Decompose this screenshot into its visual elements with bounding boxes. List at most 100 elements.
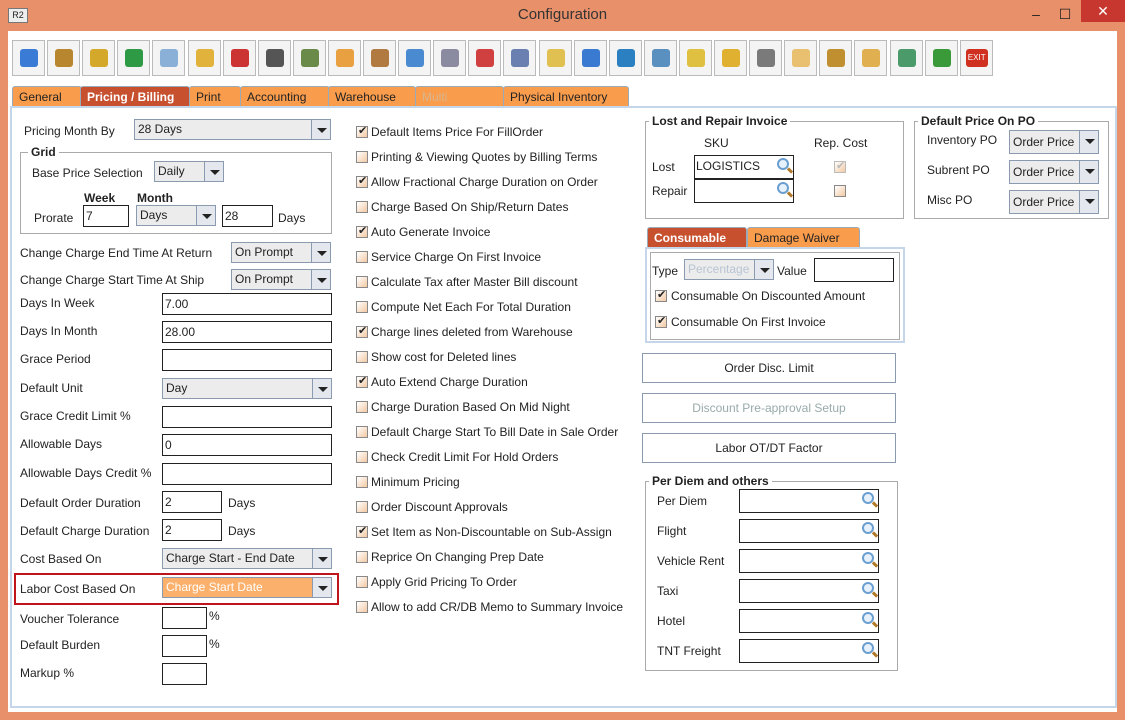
prorate-month-unit-select[interactable]: Days [136,205,216,226]
cubes-button[interactable] [468,40,502,76]
tab-damage-waiver[interactable]: Damage Waiver [747,227,860,248]
pricing-month-by-select[interactable]: 28 Days [134,119,331,140]
charge-duration-input[interactable]: 2 [162,519,222,541]
repair-rep-cost-checkbox[interactable] [834,185,846,197]
card-button[interactable] [573,40,607,76]
option-checkbox[interactable] [356,576,368,588]
maximize-button[interactable]: ☐ [1058,6,1072,22]
money-gear-button[interactable] [503,40,537,76]
days-in-week-input[interactable]: 7.00 [162,293,332,315]
search-icon[interactable] [777,182,789,194]
edit-button[interactable] [152,40,186,76]
per-diem-input[interactable] [739,609,879,633]
transfer-button[interactable] [924,40,958,76]
option-checkbox[interactable] [356,201,368,213]
prorate-month-input[interactable]: 28 [222,205,273,227]
lost-sku-input[interactable]: LOGISTICS [694,155,794,179]
grace-period-input[interactable] [162,349,332,371]
inventory-po-select[interactable]: Order Price [1009,130,1099,154]
tab-pricing-billing[interactable]: Pricing / Billing [80,86,190,107]
misc-po-select[interactable]: Order Price [1009,190,1099,214]
grace-credit-input[interactable] [162,406,332,428]
ledger-button[interactable] [292,40,326,76]
days-in-month-input[interactable]: 28.00 [162,321,332,343]
tab-consumable[interactable]: Consumable [647,227,747,248]
minimize-button[interactable]: – [1032,6,1040,22]
labor-ot-dt-button[interactable]: Labor OT/DT Factor [642,433,896,463]
allowable-days-input[interactable]: 0 [162,434,332,456]
voucher-input[interactable] [162,607,207,629]
option-checkbox[interactable] [356,551,368,563]
folder-clock-button[interactable] [538,40,572,76]
option-checkbox[interactable] [356,426,368,438]
consumable-first-invoice-checkbox[interactable] [655,314,667,328]
ruler-button[interactable] [398,40,432,76]
allowable-credit-input[interactable] [162,463,332,485]
option-checkbox[interactable] [356,351,368,363]
default-unit-select[interactable]: Day [162,378,332,399]
calculator-gear-button[interactable] [889,40,923,76]
value-input[interactable] [814,258,894,282]
per-diem-input[interactable] [739,489,879,513]
shield-button[interactable] [678,40,712,76]
change-start-select[interactable]: On Prompt [231,269,331,290]
option-checkbox[interactable] [356,124,368,138]
cost-based-select[interactable]: Charge Start - End Date [162,548,332,569]
tab-warehouse[interactable]: Warehouse [328,86,416,107]
search-icon[interactable] [862,612,874,624]
user-arrow-button[interactable] [819,40,853,76]
per-diem-input[interactable] [739,639,879,663]
lock-button[interactable] [327,40,361,76]
option-checkbox[interactable] [356,374,368,388]
form-button[interactable] [187,40,221,76]
search-icon[interactable] [862,492,874,504]
option-checkbox[interactable] [356,524,368,538]
tab-physical-inventory[interactable]: Physical Inventory [503,86,629,107]
consumable-discounted-checkbox[interactable] [655,288,667,302]
labor-cost-select[interactable]: Charge Start Date [162,577,332,598]
burden-input[interactable] [162,635,207,657]
option-checkbox[interactable] [356,501,368,513]
search-icon[interactable] [862,552,874,564]
gears-button[interactable] [433,40,467,76]
option-checkbox[interactable] [356,251,368,263]
documents-button[interactable] [784,40,818,76]
grid-button[interactable] [257,40,291,76]
option-checkbox[interactable] [356,276,368,288]
shipping-button[interactable] [47,40,81,76]
subrent-po-select[interactable]: Order Price [1009,160,1099,184]
folder-gear-button[interactable] [854,40,888,76]
exit-button[interactable]: EXIT [959,40,993,76]
pay-button[interactable] [222,40,256,76]
repair-sku-input[interactable] [694,179,794,203]
search-icon[interactable] [777,158,789,170]
valve-gear-button[interactable] [749,40,783,76]
option-checkbox[interactable] [356,451,368,463]
option-checkbox[interactable] [356,401,368,413]
invoice-button[interactable] [117,40,151,76]
option-checkbox[interactable] [356,224,368,238]
save-button[interactable] [12,40,45,76]
base-price-select[interactable]: Daily [154,161,224,182]
per-diem-input[interactable] [739,579,879,603]
markup-input[interactable] [162,663,207,685]
order-disc-limit-button[interactable]: Order Disc. Limit [642,353,896,383]
prorate-week-input[interactable]: 7 [83,205,129,227]
shield-user-button[interactable] [714,40,747,76]
option-checkbox[interactable] [356,174,368,188]
order-duration-input[interactable]: 2 [162,491,222,513]
option-checkbox[interactable] [356,301,368,313]
option-checkbox[interactable] [356,476,368,488]
tab-print[interactable]: Print [189,86,241,107]
search-icon[interactable] [862,642,874,654]
option-checkbox[interactable] [356,601,368,613]
calendar-button[interactable] [363,40,396,76]
search-icon[interactable] [862,522,874,534]
option-checkbox[interactable] [356,151,368,163]
search-icon[interactable] [862,582,874,594]
per-diem-input[interactable] [739,519,879,543]
close-button[interactable]: ✕ [1081,0,1125,22]
per-diem-input[interactable] [739,549,879,573]
change-end-select[interactable]: On Prompt [231,242,331,263]
coins-button[interactable] [82,40,116,76]
